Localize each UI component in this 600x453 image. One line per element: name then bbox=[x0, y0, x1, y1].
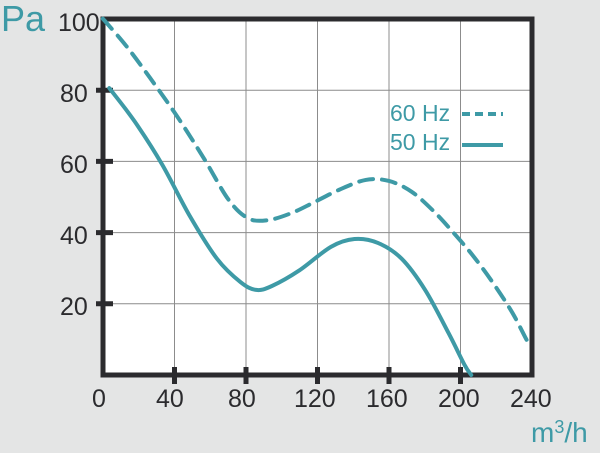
svg-text:60 Hz: 60 Hz bbox=[390, 100, 450, 126]
svg-text:40: 40 bbox=[156, 385, 184, 413]
svg-text:160: 160 bbox=[366, 385, 408, 413]
svg-text:40: 40 bbox=[60, 222, 88, 250]
svg-text:120: 120 bbox=[294, 385, 336, 413]
svg-text:100: 100 bbox=[58, 9, 100, 37]
svg-text:0: 0 bbox=[92, 385, 106, 413]
svg-text:Pa: Pa bbox=[1, 0, 46, 39]
svg-text:60: 60 bbox=[60, 151, 88, 179]
svg-text:m3/h: m3/h bbox=[531, 417, 588, 448]
svg-text:20: 20 bbox=[60, 293, 88, 321]
svg-text:80: 80 bbox=[228, 385, 256, 413]
svg-text:240: 240 bbox=[510, 385, 552, 413]
svg-text:50 Hz: 50 Hz bbox=[390, 129, 450, 155]
svg-text:200: 200 bbox=[438, 385, 480, 413]
svg-text:80: 80 bbox=[60, 80, 88, 108]
